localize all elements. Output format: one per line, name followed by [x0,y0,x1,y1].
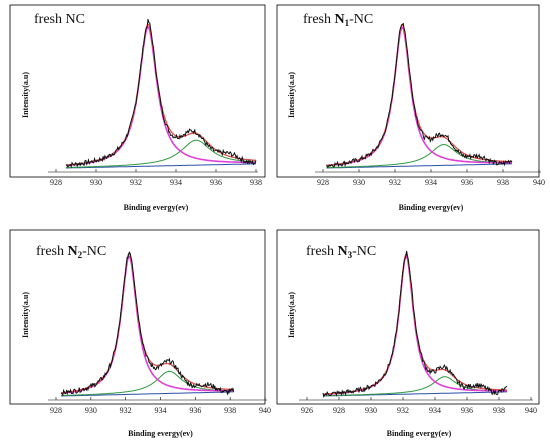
y-axis-label: Intensity(a.u) [287,72,296,118]
panel-title: fresh N1-NC [303,12,373,28]
x-tick-label: 928 [317,178,329,187]
x-axis-label: Binding evergy(ev) [387,429,452,438]
title-subscript: 2 [78,250,83,260]
x-tick-label: 932 [397,406,409,415]
panel-title: fresh N3-NC [306,244,376,260]
title-suffix: -NC [82,244,106,259]
x-tick-label: 940 [525,406,537,415]
raw-data-series [65,18,257,169]
y-axis-label: Intensity(a.u) [287,292,296,338]
x-tick-label: 932 [130,178,142,187]
panel-nc: fresh NC Intensity(a.u) 928 930 932 934 936 938… [9,4,266,212]
raw-data-series [322,250,508,398]
panel-title: fresh N2-NC [36,244,106,260]
x-tick-label: 936 [210,178,222,187]
title-prefix: fresh [34,12,66,27]
x-tick-label: 938 [497,178,509,187]
baseline-series [326,163,513,169]
title-suffix: -NC [352,244,376,259]
x-tick-label: 930 [353,178,365,187]
x-tick-label: 932 [120,406,132,415]
satellite-peak-series [61,370,234,396]
title-element: N [68,244,78,259]
x-tick-label: 934 [429,406,441,415]
x-axis-label: Binding evergy(ev) [399,203,464,212]
title-element: N [338,244,348,259]
x-axis-label: Binding evergy(ev) [128,429,193,438]
x-tick-label: 936 [461,178,473,187]
x-tick-label: 936 [189,406,201,415]
panel-n2-nc: fresh N2-NC Intensity(a.u) 928 930 932 934 936… [9,229,271,438]
title-suffix: -NC [349,12,373,27]
x-tick-label: 936 [461,406,473,415]
x-tick-label: 934 [155,406,167,415]
envelope-series [326,23,512,166]
panel-n3-nc: fresh N3-NC Intensity(a.u) 926 928 930 932 934… [276,229,540,438]
title-prefix: fresh [303,12,335,27]
satellite-peak-series [326,143,512,169]
title-suffix: NC [66,12,85,27]
x-tick-label: 928 [50,406,62,415]
y-axis-label: Intensity(a.u) [21,292,30,338]
x-tick-label: 934 [425,178,437,187]
x-tick-label: 938 [250,178,262,187]
x-tick-label: 930 [365,406,377,415]
x-tick-label: 938 [493,406,505,415]
baseline-series [61,391,234,397]
x-tick-label: 928 [333,406,345,415]
raw-data-series [326,22,513,168]
x-tick-label: 940 [533,178,545,187]
title-element: N [335,12,345,27]
x-tick-label: 930 [85,406,97,415]
x-tick-label: 932 [389,178,401,187]
plot-frame [276,4,540,178]
satellite-peak-series [66,139,257,168]
title-prefix: fresh [306,244,338,259]
y-axis-label: Intensity(a.u) [21,72,30,118]
x-tick-label: 938 [224,406,236,415]
x-tick-label: 928 [50,178,62,187]
x-tick-label: 926 [301,406,313,415]
x-tick-label: 934 [170,178,182,187]
baseline-series [66,163,257,169]
x-axis-label: Binding evergy(ev) [124,203,189,212]
x-tick-label: 940 [259,406,271,415]
panel-title: fresh NC [34,12,85,27]
title-subscript: 3 [348,250,353,260]
x-tick-label: 930 [90,178,102,187]
title-prefix: fresh [36,244,68,259]
panel-n1-nc: fresh N1-NC Intensity(a.u) 928 930 932 934 936… [276,4,545,212]
title-subscript: 1 [345,18,350,28]
main-peak-series [61,255,234,395]
raw-data-series [60,251,235,397]
